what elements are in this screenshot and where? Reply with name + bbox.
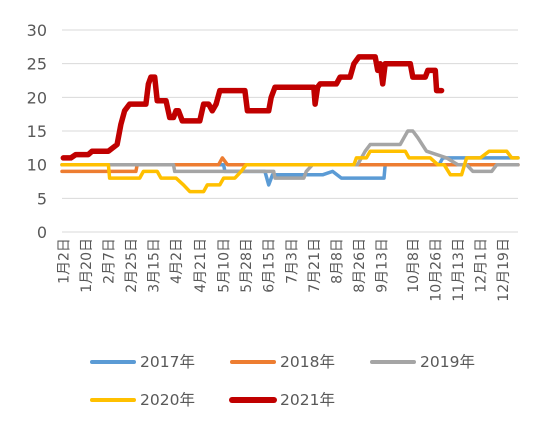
x-tick-label: 7月3日 bbox=[284, 238, 300, 284]
x-tick-label: 5月10日 bbox=[217, 238, 233, 293]
legend-label: 2020年 bbox=[140, 391, 195, 409]
legend-label: 2021年 bbox=[280, 391, 335, 409]
y-tick-label: 20 bbox=[27, 88, 47, 107]
y-tick-label: 0 bbox=[37, 223, 47, 242]
x-tick-label: 8月26日 bbox=[352, 238, 368, 293]
x-tick-label: 9月13日 bbox=[375, 238, 391, 293]
x-tick-label: 4月2日 bbox=[169, 238, 185, 284]
x-axis: 1月2日 1月20日 2月7日 2月25日 3月15日 4月2日 4月21日 5月10日 5月2… bbox=[56, 238, 512, 302]
y-tick-label: 10 bbox=[27, 156, 47, 175]
x-tick-label: 1月2日 bbox=[56, 238, 72, 284]
x-tick-label: 5月28日 bbox=[239, 238, 255, 293]
x-tick-label: 2月7日 bbox=[101, 238, 117, 284]
x-tick-label: 6月15日 bbox=[262, 238, 278, 293]
series-line-2018年 bbox=[60, 156, 520, 174]
x-tick-label: 4月21日 bbox=[193, 238, 209, 293]
legend-label: 2018年 bbox=[280, 353, 335, 371]
x-tick-label: 1月20日 bbox=[79, 238, 95, 293]
x-tick-label: 12月1日 bbox=[473, 238, 489, 293]
series-line-2019年 bbox=[60, 129, 520, 180]
x-tick-label: 3月15日 bbox=[147, 238, 163, 293]
y-tick-label: 5 bbox=[37, 189, 47, 208]
y-tick-label: 25 bbox=[27, 55, 47, 74]
x-tick-label: 10月8日 bbox=[406, 238, 422, 293]
legend: 2017年 2018年 2019年 2020年 2021年 bbox=[90, 353, 475, 409]
x-tick-label: 11月13日 bbox=[451, 238, 467, 302]
series-lines bbox=[60, 54, 520, 194]
x-tick-label: 12月19日 bbox=[496, 238, 512, 302]
x-tick-label: 8月8日 bbox=[329, 238, 345, 284]
y-tick-label: 30 bbox=[27, 21, 47, 40]
legend-label: 2017年 bbox=[140, 353, 195, 371]
x-tick-label: 10月26日 bbox=[428, 238, 444, 302]
y-tick-label: 15 bbox=[27, 122, 47, 141]
series-line-2021年 bbox=[60, 54, 445, 161]
legend-label: 2019年 bbox=[420, 353, 475, 371]
x-tick-label: 2月25日 bbox=[124, 238, 140, 293]
x-tick-label: 7月21日 bbox=[307, 238, 323, 293]
series-line-2020年 bbox=[60, 149, 520, 194]
y-axis: 0 5 10 15 20 25 30 bbox=[27, 21, 47, 242]
